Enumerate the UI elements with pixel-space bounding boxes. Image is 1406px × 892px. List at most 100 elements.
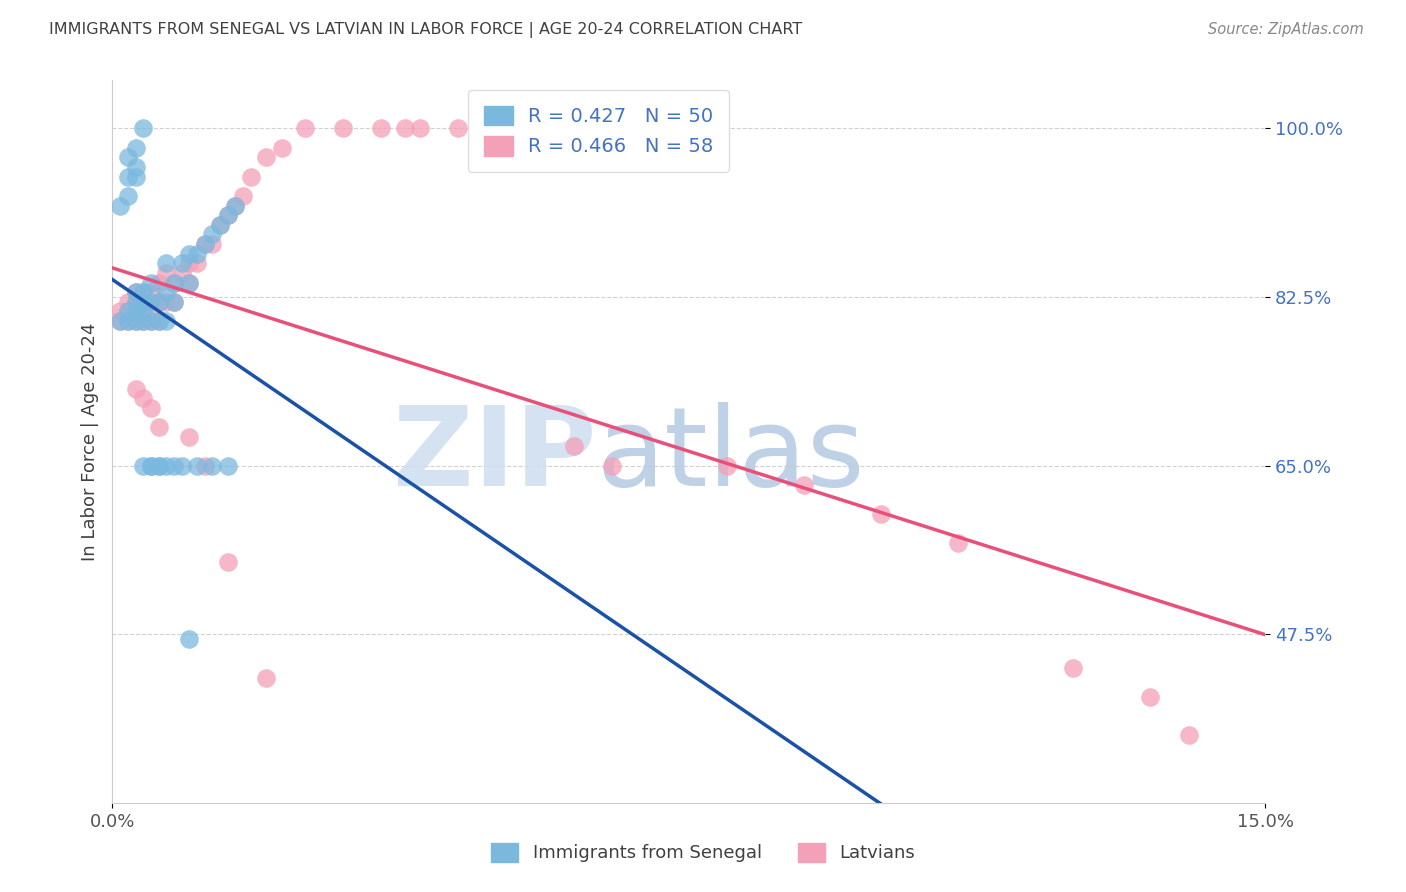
Point	[124, 314, 146, 328]
Point	[132, 391, 155, 405]
Point	[217, 208, 239, 222]
Point	[155, 458, 177, 473]
Point	[370, 121, 392, 136]
Point	[132, 314, 155, 328]
Point	[201, 458, 224, 473]
Point	[117, 314, 139, 328]
Point	[117, 189, 139, 203]
Point	[1062, 661, 1084, 675]
Point	[179, 632, 201, 646]
Point	[124, 314, 146, 328]
Point	[139, 285, 162, 300]
Point	[194, 237, 217, 252]
Point	[186, 256, 208, 270]
Point	[148, 276, 170, 290]
Point	[194, 237, 217, 252]
Legend: Immigrants from Senegal, Latvians: Immigrants from Senegal, Latvians	[484, 836, 922, 870]
Legend: R = 0.427   N = 50, R = 0.466   N = 58: R = 0.427 N = 50, R = 0.466 N = 58	[468, 90, 730, 172]
Point	[562, 439, 585, 453]
Point	[254, 671, 277, 685]
Point	[155, 256, 177, 270]
Point	[186, 458, 208, 473]
Point	[148, 458, 170, 473]
Point	[148, 314, 170, 328]
Point	[186, 246, 208, 260]
Point	[132, 314, 155, 328]
Point	[117, 304, 139, 318]
Point	[217, 555, 239, 569]
Y-axis label: In Labor Force | Age 20-24: In Labor Force | Age 20-24	[80, 322, 98, 561]
Point	[124, 304, 146, 318]
Point	[117, 150, 139, 164]
Point	[124, 169, 146, 184]
Point	[124, 294, 146, 309]
Point	[179, 256, 201, 270]
Point	[117, 169, 139, 184]
Point	[148, 294, 170, 309]
Point	[139, 304, 162, 318]
Point	[148, 294, 170, 309]
Point	[332, 121, 354, 136]
Point	[294, 121, 316, 136]
Point	[155, 314, 177, 328]
Point	[224, 198, 246, 212]
Point	[132, 285, 155, 300]
Point	[394, 121, 416, 136]
Point	[139, 458, 162, 473]
Text: ZIP: ZIP	[394, 402, 596, 509]
Point	[132, 458, 155, 473]
Point	[108, 314, 131, 328]
Point	[201, 237, 224, 252]
Point	[148, 458, 170, 473]
Point	[124, 304, 146, 318]
Text: IMMIGRANTS FROM SENEGAL VS LATVIAN IN LABOR FORCE | AGE 20-24 CORRELATION CHART: IMMIGRANTS FROM SENEGAL VS LATVIAN IN LA…	[49, 22, 803, 38]
Point	[209, 218, 232, 232]
Point	[124, 285, 146, 300]
Point	[170, 458, 193, 473]
Point	[170, 266, 193, 280]
Point	[409, 121, 432, 136]
Point	[124, 285, 146, 300]
Point	[163, 294, 186, 309]
Point	[117, 294, 139, 309]
Point	[217, 458, 239, 473]
Text: atlas: atlas	[596, 402, 865, 509]
Point	[155, 294, 177, 309]
Text: Source: ZipAtlas.com: Source: ZipAtlas.com	[1208, 22, 1364, 37]
Point	[270, 141, 292, 155]
Point	[217, 208, 239, 222]
Point	[179, 246, 201, 260]
Point	[117, 314, 139, 328]
Point	[124, 160, 146, 174]
Point	[179, 276, 201, 290]
Point	[132, 294, 155, 309]
Point	[148, 420, 170, 434]
Point	[132, 304, 155, 318]
Point	[132, 285, 155, 300]
Point	[239, 169, 262, 184]
Point	[447, 121, 470, 136]
Point	[139, 314, 162, 328]
Point	[163, 276, 186, 290]
Point	[254, 150, 277, 164]
Point	[232, 189, 254, 203]
Point	[209, 218, 232, 232]
Point	[132, 294, 155, 309]
Point	[163, 458, 186, 473]
Point	[1139, 690, 1161, 704]
Point	[163, 276, 186, 290]
Point	[870, 507, 893, 521]
Point	[179, 276, 201, 290]
Point	[124, 294, 146, 309]
Point	[139, 458, 162, 473]
Point	[946, 535, 969, 549]
Point	[155, 285, 177, 300]
Point	[224, 198, 246, 212]
Point	[1177, 728, 1199, 742]
Point	[108, 314, 131, 328]
Point	[194, 458, 217, 473]
Point	[793, 478, 815, 492]
Point	[139, 401, 162, 415]
Point	[139, 314, 162, 328]
Point	[132, 121, 155, 136]
